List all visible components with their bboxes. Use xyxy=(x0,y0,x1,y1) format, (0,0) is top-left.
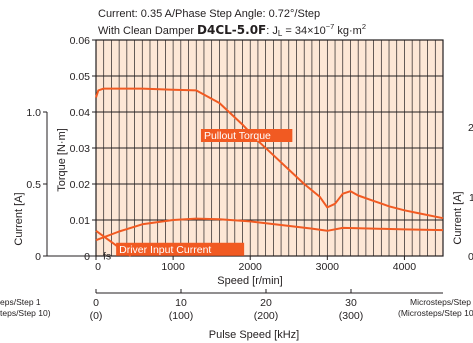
speed-tick-label: 4000 xyxy=(393,261,417,273)
inertia-subscript: L xyxy=(278,29,283,38)
header-line-2: With Clean Damper D4CL-5.0F: JL = 34×10−… xyxy=(98,22,366,38)
torque-axis-label: Torque [N·m] xyxy=(56,128,68,192)
torque-tick-label: 0.01 xyxy=(70,215,91,227)
pulse-tick-sublabel: (300) xyxy=(339,310,364,322)
pulse-tick-label: 0 xyxy=(93,297,99,309)
pulse-tick-sublabel: (100) xyxy=(169,310,194,322)
speed-tick-label: 3000 xyxy=(316,261,340,273)
header-line-1: Current: 0.35 A/Phase Step Angle: 0.72°/… xyxy=(98,8,320,20)
pulse-tick-label: 20 xyxy=(260,297,272,309)
fs-label: fs xyxy=(103,251,111,263)
right-tick-top: 2 xyxy=(468,122,473,134)
inertia-unit: kg·m xyxy=(334,25,362,37)
speed-tick-label: 0 xyxy=(95,261,101,273)
torque-tick-label: 0.04 xyxy=(70,107,91,119)
damper-model: D4CL-5.0F xyxy=(197,23,266,37)
speed-tick-label: 2000 xyxy=(239,261,263,273)
inertia-value: = 34×10 xyxy=(282,25,325,37)
microsteps-right-2: (Microsteps/Step 10 xyxy=(398,308,473,318)
driver-input-current-label-bg xyxy=(116,242,245,256)
pullout-torque-line xyxy=(95,87,444,220)
header-damper-label: With Clean Damper xyxy=(98,25,197,37)
pulse-tick-label: 10 xyxy=(175,297,187,309)
pullout-torque-label: Pullout Torque xyxy=(204,130,271,142)
driver-input-current-label: Driver Input Current xyxy=(119,244,211,256)
current-tick-label: 1.0 xyxy=(26,107,41,119)
pulse-tick-sublabel: (200) xyxy=(254,310,279,322)
current-tick-label: 0 xyxy=(35,251,41,263)
speed-axis-label: Speed [r/min] xyxy=(217,275,282,287)
driver-input-current-line xyxy=(95,217,444,242)
microsteps-left-1: eps/Step 1 xyxy=(0,297,41,307)
pulse-tick-label: 30 xyxy=(345,297,357,309)
inertia-exponent: −7 xyxy=(326,22,335,31)
right-tick-bot: 0 xyxy=(468,251,473,263)
microsteps-right-1: Microsteps/Step 1 xyxy=(410,297,473,307)
torque-tick-label: 0.06 xyxy=(70,35,91,47)
current-axis-label: Current [A] xyxy=(13,192,25,245)
torque-tick-label: 0 xyxy=(84,251,90,263)
inertia-unit-exponent: 2 xyxy=(362,22,366,31)
pulse-speed-axis-label: Pulse Speed [kHz] xyxy=(209,329,300,341)
microsteps-left-2: teps/Step 10) xyxy=(0,308,51,318)
pullout-torque-label-bg xyxy=(200,129,293,142)
pulse-tick-sublabel: (0) xyxy=(90,310,103,322)
torque-tick-label: 0.05 xyxy=(70,71,91,83)
torque-tick-label: 0.02 xyxy=(70,179,91,191)
inertia-prefix: : J xyxy=(266,25,278,37)
right-current-axis-label: Current [A] xyxy=(452,191,464,244)
right-tick-mid: 1 xyxy=(469,192,473,204)
speed-tick-label: 1000 xyxy=(161,261,185,273)
current-tick-label: 0.5 xyxy=(26,179,41,191)
torque-tick-label: 0.03 xyxy=(70,143,91,155)
